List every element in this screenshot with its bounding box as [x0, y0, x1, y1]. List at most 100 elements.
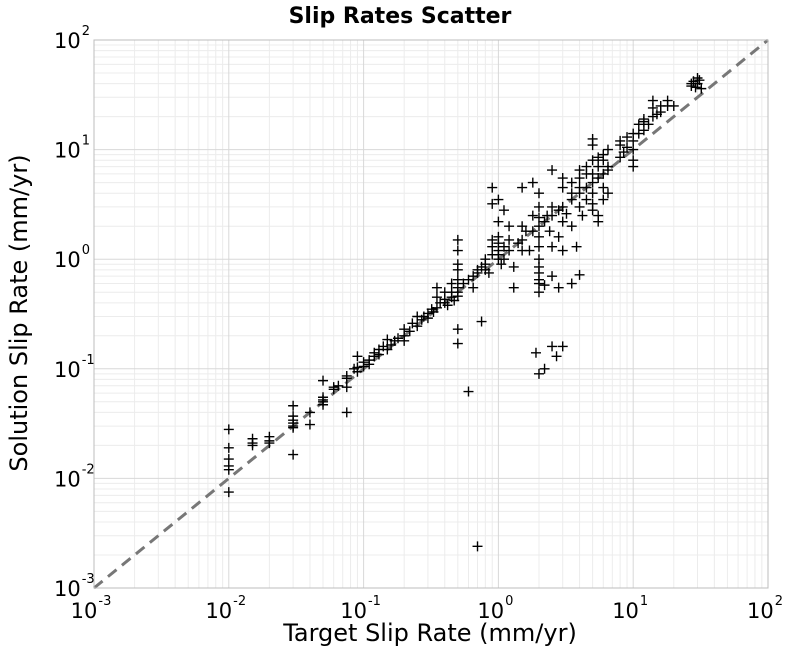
data-point	[533, 201, 544, 212]
data-point	[517, 234, 528, 245]
data-point	[442, 300, 453, 311]
data-point	[587, 155, 598, 166]
data-point	[694, 75, 705, 86]
y-tick-label: 10-3	[54, 572, 95, 601]
chart-title: Slip Rates Scatter	[289, 4, 512, 29]
data-point	[593, 173, 604, 184]
data-point	[498, 254, 509, 265]
data-point	[533, 188, 544, 199]
data-point	[692, 73, 703, 84]
data-point	[527, 177, 538, 188]
x-axis-label: Target Slip Rate (mm/yr)	[282, 619, 577, 647]
data-point	[557, 173, 568, 184]
data-point	[458, 278, 469, 289]
data-point	[547, 341, 558, 352]
data-point	[393, 333, 404, 344]
data-point	[557, 182, 568, 193]
data-point	[508, 261, 519, 272]
data-point	[581, 161, 592, 172]
data-point	[533, 221, 544, 232]
data-point	[223, 487, 234, 498]
data-point	[587, 198, 598, 209]
data-point	[358, 361, 369, 372]
data-point	[404, 326, 415, 337]
data-point	[504, 221, 515, 232]
data-point	[539, 280, 550, 291]
data-point	[696, 83, 707, 94]
data-point	[633, 119, 644, 130]
plot-grid	[93, 39, 769, 589]
data-point	[598, 155, 609, 166]
data-point	[628, 144, 639, 155]
y-tick-label: 10-1	[54, 353, 95, 382]
data-point	[574, 201, 585, 212]
data-point	[318, 375, 329, 386]
data-point	[533, 287, 544, 298]
data-point	[598, 194, 609, 205]
data-point	[539, 216, 550, 227]
data-point	[533, 231, 544, 242]
data-point	[547, 165, 558, 176]
data-point	[493, 231, 504, 242]
data-point	[551, 351, 562, 362]
y-axis-label: Solution Slip Rate (mm/yr)	[5, 154, 33, 471]
data-point	[452, 291, 463, 302]
data-point	[304, 407, 315, 418]
data-point	[352, 351, 363, 362]
data-point	[593, 161, 604, 172]
data-point	[547, 210, 558, 221]
data-point	[341, 407, 352, 418]
data-point	[561, 208, 572, 219]
data-point	[643, 119, 654, 130]
data-point	[517, 221, 528, 232]
data-point	[533, 261, 544, 272]
data-point	[223, 464, 234, 475]
data-point	[539, 363, 550, 374]
data-point	[328, 382, 339, 393]
data-point	[566, 278, 577, 289]
data-point	[557, 245, 568, 256]
data-point	[264, 438, 275, 449]
data-point	[602, 188, 613, 199]
data-point	[533, 212, 544, 223]
data-point	[602, 144, 613, 155]
data-point	[452, 245, 463, 256]
data-point	[587, 168, 598, 179]
data-point	[593, 216, 604, 227]
data-point	[487, 182, 498, 193]
data-point	[223, 424, 234, 435]
data-point	[504, 245, 515, 256]
data-point	[533, 241, 544, 252]
data-point	[530, 347, 541, 358]
data-point	[647, 95, 658, 106]
data-point	[622, 132, 633, 143]
data-point	[517, 182, 528, 193]
data-point	[382, 334, 393, 345]
x-tick-label: 102	[747, 594, 783, 623]
data-point	[527, 210, 538, 221]
data-point	[647, 111, 658, 122]
data-point	[412, 321, 423, 332]
data-point	[452, 274, 463, 285]
data-point	[487, 234, 498, 245]
data-point	[431, 302, 442, 313]
data-point	[223, 442, 234, 453]
data-point	[581, 194, 592, 205]
data-point	[544, 226, 555, 237]
x-axis-tick-labels: 10-3 10-2 10-1 100 101 102	[71, 594, 783, 623]
data-point	[504, 234, 515, 245]
data-point	[304, 419, 315, 430]
data-point	[452, 324, 463, 335]
data-point	[487, 198, 498, 209]
data-point	[493, 216, 504, 227]
x-tick-label: 101	[612, 594, 648, 623]
data-points	[223, 73, 707, 552]
x-tick-label: 10-2	[205, 594, 246, 623]
data-point	[566, 221, 577, 232]
data-point	[566, 177, 577, 188]
data-point	[352, 362, 363, 373]
data-point	[496, 259, 507, 270]
data-point	[288, 422, 299, 433]
x-tick-label: 10-3	[71, 594, 112, 623]
